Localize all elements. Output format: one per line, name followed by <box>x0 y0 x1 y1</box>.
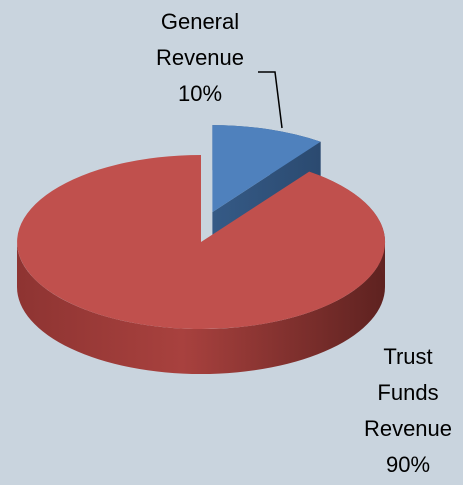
pie-slice <box>212 125 321 213</box>
pie-slice <box>17 155 386 330</box>
data-label: General Revenue 10% <box>140 4 260 112</box>
pie <box>17 125 386 374</box>
label-category: Trust Funds Revenue <box>363 344 453 441</box>
data-label: Trust Funds Revenue 90% <box>356 339 460 483</box>
label-category: General Revenue <box>155 9 245 70</box>
slice-side <box>17 242 385 374</box>
label-value: 90% <box>385 452 431 477</box>
leader-line <box>258 71 283 129</box>
label-value: 10% <box>177 81 223 106</box>
